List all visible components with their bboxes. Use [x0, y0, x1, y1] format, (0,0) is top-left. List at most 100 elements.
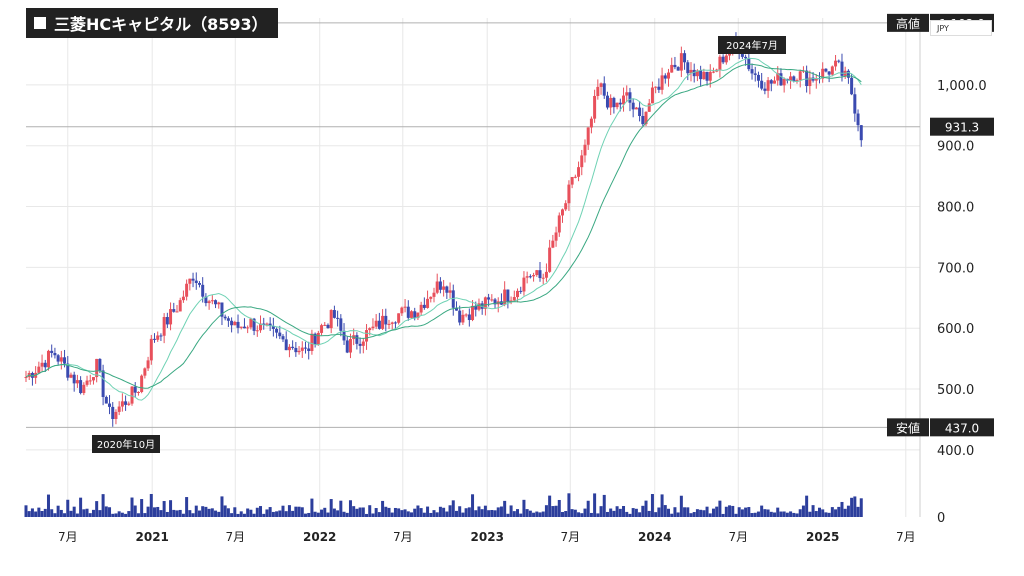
- volume-bar: [255, 507, 259, 517]
- volume-bar: [191, 513, 195, 517]
- candle-body: [172, 309, 176, 312]
- candle-body: [24, 377, 28, 379]
- volume-bar: [766, 509, 770, 517]
- volume-bar: [207, 508, 211, 517]
- candle-body: [625, 92, 629, 96]
- volume-bar: [538, 512, 542, 517]
- candle-body: [580, 155, 584, 168]
- candle-body: [368, 328, 372, 331]
- candle-body: [477, 303, 481, 310]
- candle-body: [766, 80, 770, 91]
- candle-body: [313, 333, 317, 345]
- volume-bar: [509, 505, 513, 517]
- candle-body: [130, 386, 134, 404]
- volume-bar: [201, 506, 205, 517]
- candle-body: [789, 76, 793, 81]
- candle-body: [795, 80, 799, 82]
- currency-selector[interactable]: JPY: [930, 20, 992, 36]
- volume-bar: [776, 507, 780, 517]
- candle-body: [573, 176, 577, 178]
- candle-body: [156, 335, 160, 340]
- volume-bar: [27, 511, 31, 517]
- volume-bar: [647, 510, 651, 517]
- candle-body: [188, 278, 192, 284]
- candle-body: [432, 292, 436, 297]
- candle-body: [560, 209, 564, 216]
- candle-body: [297, 350, 301, 353]
- volume-bar: [59, 509, 63, 517]
- volume-bar: [30, 508, 34, 517]
- volume-bar: [699, 509, 703, 517]
- volume-bar: [560, 511, 564, 517]
- candle-body: [429, 296, 433, 299]
- candle-body: [117, 406, 121, 412]
- candle-body: [695, 70, 699, 77]
- candle-body: [564, 203, 568, 210]
- candle-body: [593, 95, 597, 119]
- volume-bar: [377, 512, 381, 517]
- candle-body: [525, 276, 529, 278]
- candle-body: [361, 341, 365, 346]
- candle-body: [445, 286, 449, 293]
- candle-body: [178, 300, 182, 312]
- volume-bar: [499, 506, 503, 517]
- candle-body: [284, 339, 288, 351]
- candle-body: [679, 53, 683, 71]
- volume-bar: [419, 508, 423, 517]
- candle-body: [265, 323, 269, 325]
- low-marker-label-bg: [887, 418, 929, 437]
- candle-body: [143, 368, 147, 376]
- volume-bar: [551, 506, 555, 517]
- volume-bar: [567, 493, 571, 517]
- volume-bar: [53, 513, 57, 517]
- candle-body: [859, 125, 863, 141]
- volume-bar: [320, 509, 324, 517]
- candle-body: [451, 290, 455, 308]
- volume-bar: [593, 493, 597, 517]
- volume-bar: [785, 512, 789, 517]
- volume-bar: [361, 507, 365, 517]
- volume-bar: [544, 505, 548, 517]
- candle-body: [281, 336, 285, 340]
- volume-bar: [117, 511, 121, 517]
- low-marker-label: 安値: [896, 420, 920, 435]
- candle-body: [747, 58, 751, 70]
- ma-long-line: [25, 63, 862, 389]
- candle-body: [435, 281, 439, 293]
- candle-body: [310, 333, 314, 351]
- volume-bar: [133, 505, 137, 517]
- volume-bar: [72, 506, 76, 517]
- volume-bar: [136, 513, 140, 517]
- candle-body: [217, 302, 221, 305]
- chart-title: 三菱HCキャピタル（8593）: [26, 8, 278, 38]
- candle-body: [239, 326, 243, 328]
- candle-body: [46, 350, 50, 368]
- candle-body: [400, 307, 404, 314]
- volume-bar: [220, 496, 224, 517]
- candle-body: [393, 322, 397, 324]
- candle-body: [88, 380, 92, 382]
- candle-body: [403, 306, 407, 308]
- volume-bar: [605, 511, 609, 517]
- candle-body: [323, 324, 327, 326]
- volume-bar: [156, 506, 160, 517]
- candle-body: [454, 307, 458, 311]
- candle-body: [834, 60, 838, 67]
- volume-bar: [69, 510, 73, 517]
- volume-bar: [631, 508, 635, 517]
- candle-body: [609, 97, 613, 108]
- volume-bar: [467, 507, 471, 517]
- candle-body: [358, 343, 362, 346]
- volume-bar: [278, 510, 282, 517]
- candle-body: [124, 401, 128, 405]
- volume-bar: [358, 507, 362, 517]
- candle-body: [548, 247, 552, 272]
- volume-bar: [268, 507, 272, 517]
- candle-body: [413, 311, 417, 319]
- volume-bar: [628, 513, 632, 517]
- volume-bar: [789, 511, 793, 517]
- volume-bar: [583, 508, 587, 517]
- volume-bar: [91, 509, 95, 517]
- volume-bar: [721, 513, 725, 517]
